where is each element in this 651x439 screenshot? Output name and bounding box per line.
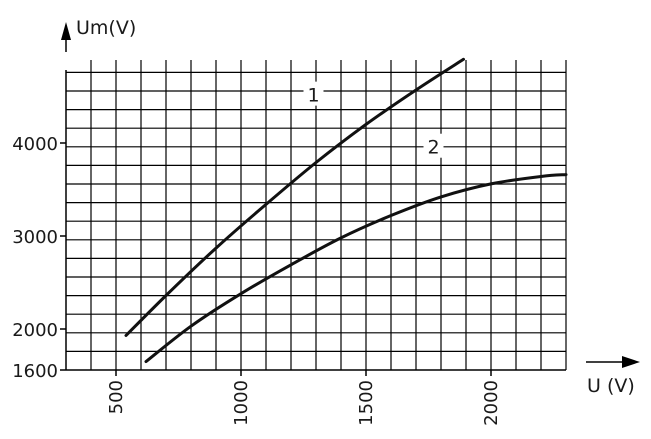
x-tick-label: 2000 xyxy=(481,380,502,426)
series-label-bg xyxy=(303,81,324,106)
x-axis-label: U (V) xyxy=(587,375,635,397)
y-tick-label: 4000 xyxy=(12,134,58,155)
series-label-2: 2 xyxy=(427,137,439,159)
x-tick-label: 1500 xyxy=(356,380,377,426)
x-tick-label: 500 xyxy=(106,380,127,414)
tick-labels: 1600 2000 3000 4000 500 1000 1500 2000 xyxy=(12,134,502,426)
series-line-2 xyxy=(144,173,568,364)
y-tick-label: 1600 xyxy=(12,361,58,382)
y-tick-label: 3000 xyxy=(12,227,58,248)
series-labels: 12 xyxy=(303,81,444,159)
y-axis-arrow xyxy=(61,22,71,40)
series-line-1 xyxy=(124,57,465,337)
series-lines xyxy=(124,57,568,364)
chart-axes: Um(V) U (V) xyxy=(61,17,640,397)
x-tick-label: 1000 xyxy=(231,380,252,426)
y-tick-label: 2000 xyxy=(12,320,58,341)
x-axis-arrow xyxy=(622,356,640,368)
series-label-1: 1 xyxy=(307,85,319,107)
chart-grid xyxy=(60,60,567,376)
y-axis-label: Um(V) xyxy=(76,17,136,39)
series-label-bg xyxy=(423,133,444,158)
